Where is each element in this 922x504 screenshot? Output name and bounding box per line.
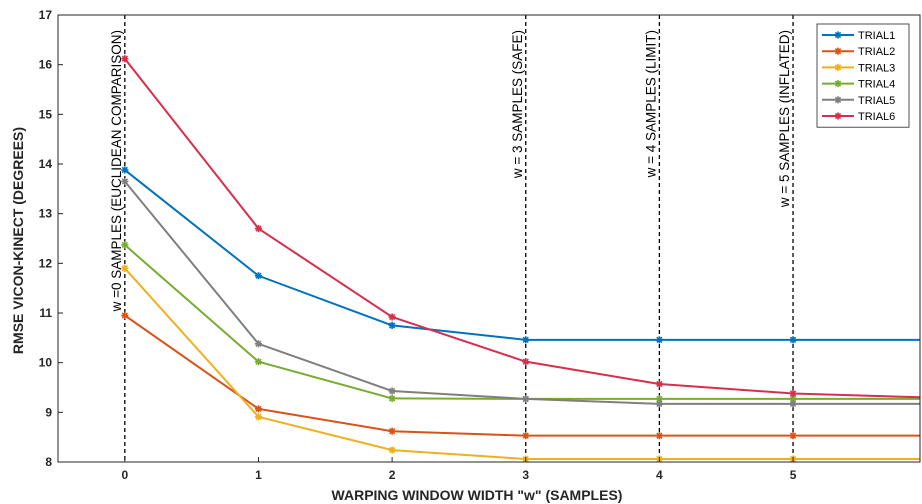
data-point-marker bbox=[255, 405, 262, 413]
data-point-marker bbox=[388, 322, 396, 329]
data-point-marker bbox=[255, 225, 262, 232]
series-trial2 bbox=[121, 311, 920, 440]
data-point-marker bbox=[121, 241, 128, 249]
data-point-marker bbox=[255, 272, 262, 279]
reference-line-label: w = 3 SAMPLES (SAFE) bbox=[510, 30, 525, 179]
legend-label: TRIAL6 bbox=[858, 111, 895, 123]
y-tick-label: 8 bbox=[45, 455, 52, 469]
x-tick-label: 1 bbox=[255, 468, 262, 482]
data-point-marker bbox=[388, 313, 396, 321]
data-point-marker bbox=[121, 265, 128, 272]
data-point-marker bbox=[656, 380, 663, 388]
data-point-marker bbox=[656, 400, 663, 408]
data-point-marker bbox=[656, 432, 663, 439]
data-point-marker bbox=[834, 80, 842, 87]
data-point-marker bbox=[789, 390, 797, 397]
data-point-marker bbox=[789, 395, 797, 403]
data-point-marker bbox=[522, 336, 529, 343]
data-point-marker bbox=[834, 31, 842, 39]
legend-item: TRIAL5 bbox=[822, 95, 895, 107]
y-axis-label: RMSE VICON-KINECT (DEGREES) bbox=[10, 127, 26, 354]
data-point-marker bbox=[255, 413, 262, 420]
y-tick-label: 12 bbox=[39, 256, 53, 270]
data-point-marker bbox=[388, 428, 396, 435]
data-point-marker bbox=[789, 432, 797, 439]
data-point-marker bbox=[388, 387, 396, 395]
data-point-marker bbox=[121, 312, 128, 319]
data-point-marker bbox=[388, 395, 396, 402]
legend-item: TRIAL2 bbox=[822, 46, 895, 58]
x-tick-label: 0 bbox=[121, 468, 128, 482]
data-point-marker bbox=[789, 400, 797, 408]
legend-label: TRIAL4 bbox=[858, 79, 895, 91]
data-point-marker bbox=[522, 358, 529, 365]
series-line bbox=[124, 314, 920, 437]
legend-label: TRIAL2 bbox=[858, 46, 895, 58]
plot-frame bbox=[57, 14, 921, 463]
data-point-marker bbox=[255, 358, 262, 365]
data-point-marker bbox=[834, 48, 842, 55]
data-point-marker bbox=[255, 340, 262, 347]
series-trial5 bbox=[121, 177, 920, 408]
legend-label: TRIAL3 bbox=[858, 62, 895, 74]
x-tick-label: 5 bbox=[790, 468, 797, 482]
reference-line-label: w = 5 SAMPLES (INFLATED) bbox=[777, 30, 792, 208]
series-trial3 bbox=[121, 264, 920, 462]
legend: TRIAL1 TRIAL2 TRIAL3 TRIAL4 TRIAL5 TRIAL6 bbox=[816, 23, 910, 128]
x-tick-label: 4 bbox=[656, 468, 663, 482]
y-tick-label: 13 bbox=[39, 207, 53, 221]
y-tick-label: 14 bbox=[39, 157, 53, 171]
x-axis-label: WARPING WINDOW WIDTH "w" (SAMPLES) bbox=[332, 487, 623, 503]
data-point-marker bbox=[834, 96, 842, 103]
data-point-marker bbox=[656, 395, 663, 403]
reference-line-label: w =0 SAMPLES (EUCLIDEAN COMPARISON) bbox=[109, 30, 124, 312]
data-point-marker bbox=[834, 112, 842, 120]
y-tick-label: 9 bbox=[45, 405, 52, 419]
data-point-marker bbox=[522, 395, 529, 403]
series-line bbox=[124, 244, 920, 400]
legend-item: TRIAL3 bbox=[822, 62, 895, 74]
legend-label: TRIAL5 bbox=[858, 95, 895, 107]
x-tick-label: 2 bbox=[389, 468, 396, 482]
data-point-marker bbox=[121, 178, 128, 185]
legend-item: TRIAL6 bbox=[822, 111, 895, 123]
legend-label: TRIAL1 bbox=[858, 30, 895, 42]
legend-item: TRIAL1 bbox=[822, 30, 895, 42]
series-trial1 bbox=[121, 166, 920, 344]
y-tick-label: 17 bbox=[39, 8, 53, 22]
y-tick-label: 11 bbox=[39, 306, 52, 320]
data-point-marker bbox=[789, 336, 797, 343]
legend-box bbox=[816, 23, 910, 128]
y-tick-label: 10 bbox=[39, 356, 53, 370]
x-tick-label: 3 bbox=[522, 468, 529, 482]
data-point-marker bbox=[121, 166, 128, 174]
data-point-marker bbox=[388, 446, 396, 454]
y-tick-label: 16 bbox=[39, 58, 53, 72]
y-tick-label: 15 bbox=[39, 107, 53, 121]
series-line bbox=[124, 180, 920, 405]
data-point-marker bbox=[522, 432, 529, 439]
reference-line-label: w = 4 SAMPLES (LIMIT) bbox=[643, 30, 658, 178]
data-point-marker bbox=[834, 64, 842, 71]
legend-item: TRIAL4 bbox=[822, 79, 895, 91]
data-point-marker bbox=[121, 55, 128, 62]
data-point-marker bbox=[656, 336, 663, 343]
series-trial6 bbox=[121, 55, 920, 399]
series-line bbox=[124, 169, 920, 341]
series-layer bbox=[121, 55, 920, 462]
